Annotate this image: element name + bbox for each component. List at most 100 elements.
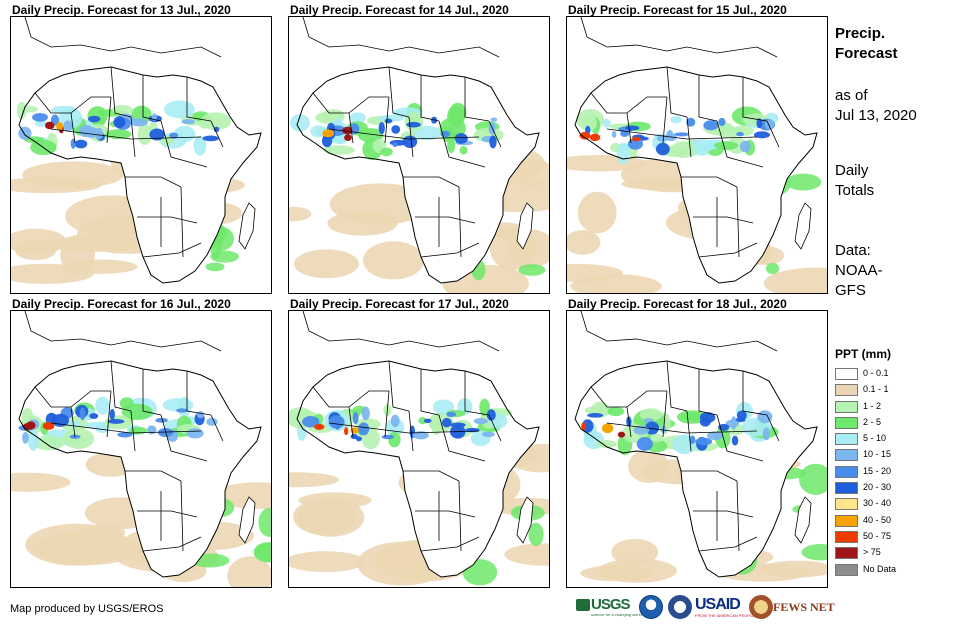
africa-map — [567, 17, 827, 293]
map-credit: Map produced by USGS/EROS — [10, 603, 164, 615]
agency-logos: USGS science for a changing world USAID … — [575, 595, 835, 621]
heavy-rain-cell — [736, 410, 747, 421]
legend-label: 30 - 40 — [863, 498, 892, 509]
legend-label: 50 - 75 — [863, 530, 892, 541]
country-border — [186, 77, 212, 122]
heavy-rain-cell — [176, 408, 188, 413]
legend-swatch — [835, 498, 858, 511]
country-border — [415, 216, 476, 224]
noaa-logo-icon — [639, 595, 663, 619]
country-border — [50, 422, 202, 434]
rain-cell — [388, 431, 401, 448]
panel-title: Daily Precip. Forecast for 18 Jul., 2020 — [568, 297, 787, 311]
heavy-rain-cell — [169, 132, 179, 139]
north-coast — [580, 17, 778, 58]
legend-swatch — [835, 547, 858, 560]
country-border — [736, 480, 740, 552]
heavy-rain-cell — [147, 425, 157, 435]
heavy-rain-cell — [423, 418, 432, 424]
issue-date: as of Jul 13, 2020 — [835, 86, 917, 126]
country-border — [312, 92, 349, 114]
heavy-rain-cell — [130, 118, 148, 127]
heavy-rain-cell — [392, 142, 398, 148]
heavy-rain-cell — [117, 431, 133, 438]
rain-cell — [671, 141, 695, 158]
coastline — [574, 360, 818, 578]
extreme-rain-cell — [344, 134, 352, 142]
africa-map — [11, 311, 271, 587]
north-coast — [302, 311, 500, 352]
country-border — [384, 390, 390, 438]
rain-cell — [377, 114, 404, 122]
country-border — [662, 390, 668, 438]
country-border — [130, 410, 136, 452]
rain-cell — [95, 396, 110, 415]
country-border — [210, 414, 224, 442]
extreme-rain-cell — [601, 423, 614, 434]
legend-item: 1 - 2 — [835, 400, 891, 416]
light-rain-area — [289, 551, 366, 573]
legend-item: 40 - 50 — [835, 514, 891, 530]
country-border — [662, 96, 668, 144]
heavy-rain-cell — [486, 409, 496, 421]
legend-swatch — [835, 416, 858, 429]
heavy-rain-cell — [88, 115, 101, 123]
country-border — [626, 112, 632, 144]
rain-cell — [380, 147, 393, 157]
heavy-rain-cell — [706, 431, 724, 441]
country-border — [70, 406, 76, 438]
heavy-rain-cell — [352, 412, 359, 425]
moderate-rain-area — [785, 173, 822, 191]
legend-item: No Data — [835, 563, 896, 579]
light-rain-area — [763, 267, 827, 293]
heavy-rain-cell — [473, 417, 488, 425]
country-border — [742, 371, 768, 416]
product-title: Precip. Forecast — [835, 24, 898, 64]
heavy-rain-cell — [63, 120, 73, 132]
country-border — [137, 216, 198, 224]
usgs-wordmark: USGS — [591, 596, 631, 613]
moderate-rain-area — [528, 522, 544, 546]
panel-title: Daily Precip. Forecast for 16 Jul., 2020 — [12, 297, 231, 311]
rain-cell — [193, 135, 207, 156]
heavy-rain-cell — [481, 431, 495, 438]
heavy-rain-cell — [84, 126, 99, 138]
light-rain-area — [11, 228, 67, 255]
fews-net-logo: FEWS NET — [749, 595, 835, 619]
country-border — [142, 536, 202, 552]
daily-line: Daily — [835, 162, 869, 179]
heavy-rain-cell — [196, 411, 205, 419]
legend-label: 20 - 30 — [863, 482, 892, 493]
moderate-rain-area — [801, 544, 827, 561]
fews-wordmark: FEWS NET — [773, 600, 835, 614]
madagascar — [238, 496, 256, 544]
country-border — [698, 536, 758, 552]
extreme-rain-cell — [25, 421, 36, 430]
country-border — [590, 92, 627, 114]
country-border — [106, 96, 112, 144]
light-rain-area — [567, 230, 601, 255]
extreme-rain-cell — [342, 126, 353, 135]
madagascar — [516, 202, 534, 250]
light-rain-area — [293, 249, 359, 279]
legend-items: 0 - 0.1 0.1 - 1 1 - 2 2 - 5 5 - 10 10 - 15 15 … — [835, 367, 896, 579]
panel-title: Daily Precip. Forecast for 15 Jul., 2020 — [568, 3, 787, 17]
country-border — [210, 120, 224, 148]
heavy-rain-cell — [149, 128, 165, 141]
precip-map — [10, 16, 272, 294]
legend-swatch — [835, 433, 858, 446]
light-rain-area — [567, 263, 623, 282]
country-border — [716, 120, 764, 168]
heavy-rain-cell — [757, 410, 773, 424]
country-border — [70, 112, 76, 144]
heavy-rain-cell — [32, 113, 48, 122]
heavy-rain-cell — [446, 411, 456, 418]
madagascar — [238, 202, 256, 250]
country-border — [160, 120, 208, 168]
moderate-rain-area — [765, 262, 780, 275]
light-rain-area — [760, 560, 827, 578]
country-border — [438, 414, 486, 462]
heavy-rain-cell — [412, 431, 429, 440]
heavy-rain-cell — [674, 132, 689, 137]
heavy-rain-cell — [181, 119, 196, 125]
